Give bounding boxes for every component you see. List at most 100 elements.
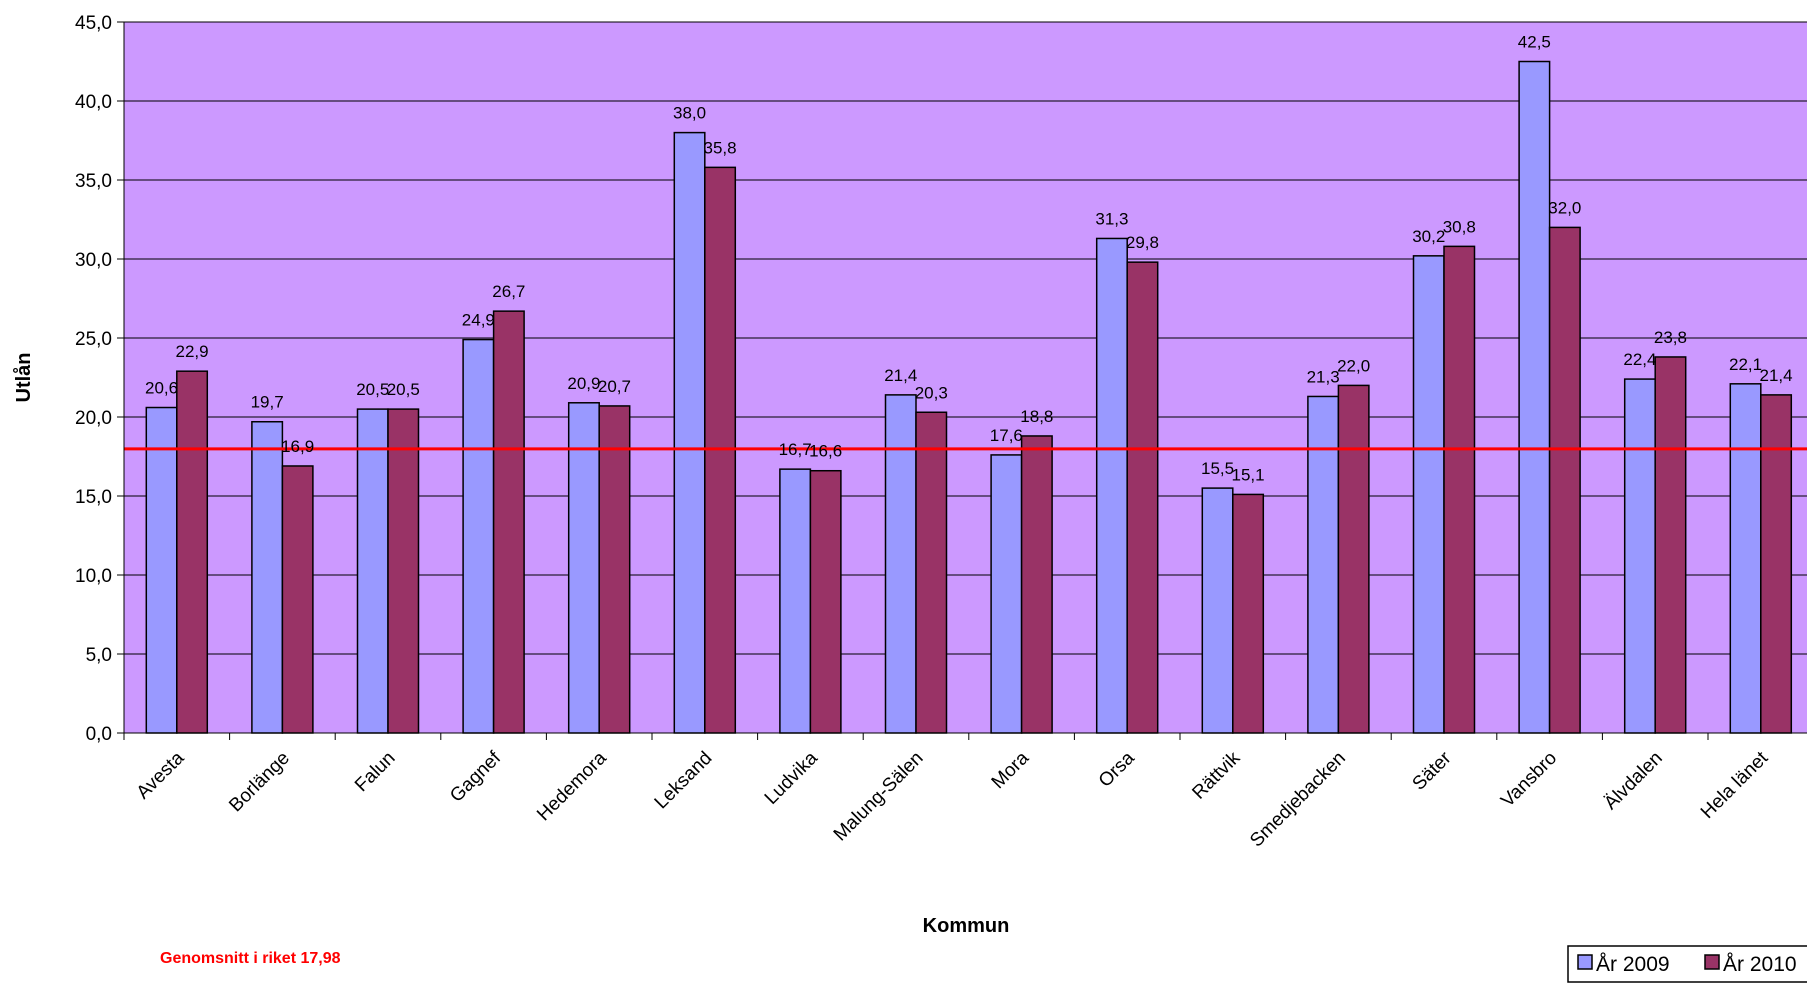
bar [598,405,631,734]
x-tick-label: Hela länet [1697,747,1773,823]
data-label: 38,0 [673,104,706,123]
data-label: 15,5 [1201,459,1234,478]
bar [492,310,525,734]
data-label: 26,7 [492,282,525,301]
x-tick-label: Hedemora [533,747,611,825]
data-label: 21,4 [1760,366,1793,385]
data-label: 20,5 [387,380,420,399]
data-label: 16,9 [281,437,314,456]
bar [1548,226,1581,734]
y-tick-label: 40,0 [75,92,112,113]
data-labels: 20,6 22,9 19,7 16,9 20,520,5 24,9 26,7 20,920,7… [145,33,1793,485]
legend-swatch [1704,954,1720,970]
data-label: 17,6 [990,426,1023,445]
data-label: 29,8 [1126,233,1159,252]
x-axis-title: Kommun [923,915,1010,937]
y-tick-label: 5,0 [86,645,112,666]
y-tick-label: 15,0 [75,487,112,508]
bar [779,468,812,734]
data-label: 32,0 [1548,198,1581,217]
bar [1126,261,1159,734]
y-tick-label: 25,0 [75,329,112,350]
y-tick-label: 0,0 [86,724,112,745]
y-tick-label: 45,0 [75,13,112,34]
data-label: 20,5 [356,380,389,399]
bar [251,420,284,734]
x-tick-label: Leksand [651,748,717,814]
data-label: 15,1 [1232,465,1265,484]
data-label: 16,7 [779,440,812,459]
x-tick-label: Avesta [133,747,189,803]
bar [1232,493,1265,734]
data-label: 16,6 [809,442,842,461]
data-label: 20,6 [145,379,178,398]
y-tick-labels: 0,0 5,0 10,0 15,0 20,0 25,0 30,0 35,0 40,0 45,0 [75,13,112,745]
legend-swatch [1577,954,1593,970]
bar [1443,245,1476,734]
bar [1623,378,1656,734]
legend-label: År 2010 [1723,953,1797,976]
y-tick-label: 35,0 [75,171,112,192]
bar [356,408,389,734]
x-tick-label: Säter [1409,747,1456,794]
x-tick-label: Smedjebacken [1246,748,1350,852]
bar [281,465,314,734]
bar [1201,487,1234,734]
bar [462,338,495,734]
bar [1095,237,1128,734]
x-tick-label: Vansbro [1497,748,1561,812]
bars [145,60,1793,734]
bar [1020,435,1053,734]
y-tick-label: 20,0 [75,408,112,429]
bar [990,454,1023,734]
bar [673,131,706,734]
data-label: 22,4 [1623,350,1656,369]
x-tick-label: Mora [988,747,1034,793]
data-label: 42,5 [1518,33,1551,52]
data-label: 21,3 [1307,367,1340,386]
data-label: 31,3 [1095,209,1128,228]
x-tick-labels: Avesta Borlänge Falun Gagnef Hedemora Leksand… [133,747,1773,851]
data-label: 22,0 [1337,356,1370,375]
data-label: 24,9 [462,311,495,330]
data-label: 23,8 [1654,328,1687,347]
data-label: 35,8 [704,138,737,157]
x-tick-label: Falun [351,748,399,796]
bar [1654,356,1687,734]
data-label: 30,8 [1443,217,1476,236]
average-note: Genomsnitt i riket 17,98 [160,950,341,967]
x-tick-label: Borlänge [225,748,294,817]
data-label: 30,2 [1412,227,1445,246]
data-label: 22,1 [1729,355,1762,374]
bar [1729,383,1762,734]
bar [567,402,600,734]
bar [1337,384,1370,734]
y-axis-title: Utlån [12,353,35,403]
bar [809,469,842,734]
bar [1518,60,1551,734]
bar [145,406,178,734]
bar [1412,255,1445,734]
data-label: 19,7 [251,393,284,412]
bar [1760,394,1793,734]
x-tick-label: Ludvika [761,747,822,808]
data-label: 22,9 [176,342,209,361]
x-tick-label: Malung-Sälen [830,748,928,846]
y-tick-label: 30,0 [75,250,112,271]
data-label: 20,9 [567,374,600,393]
y-tick-label: 10,0 [75,566,112,587]
data-label: 20,7 [598,377,631,396]
bar [884,394,917,734]
bar [176,370,209,734]
x-tick-label: Gagnef [446,747,505,806]
x-tick-label: Orsa [1095,747,1139,791]
legend: År 2009 År 2010 [1567,945,1807,983]
data-label: 18,8 [1020,407,1053,426]
bar [915,411,948,734]
axes [117,21,1807,740]
legend-box [1567,945,1807,983]
bar [387,408,420,734]
x-tick-label: Rättvik [1188,747,1244,803]
x-tick-label: Älvdalen [1600,748,1666,814]
